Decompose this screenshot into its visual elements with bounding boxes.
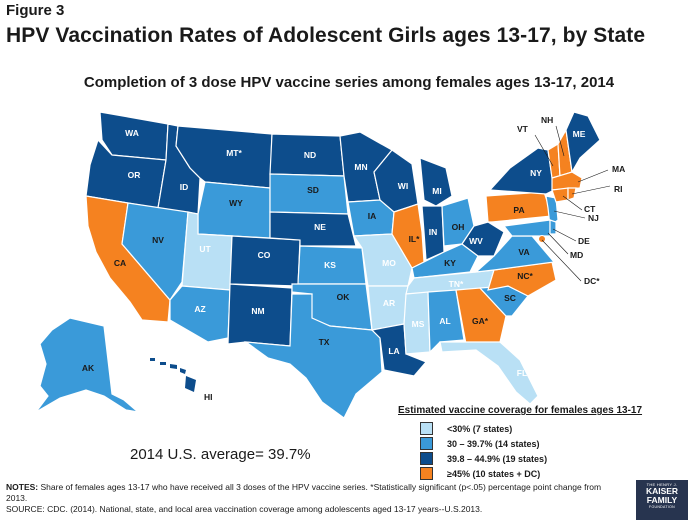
state-label-or: OR: [128, 170, 141, 180]
figure-label: Figure 3: [6, 2, 65, 19]
us-average: 2014 U.S. average= 39.7%: [130, 446, 311, 463]
state-label-tx: TX: [319, 337, 330, 347]
state-label-ny: NY: [530, 168, 542, 178]
legend-label: 39.8 – 44.9% (19 states): [447, 453, 548, 464]
state-wy: [197, 181, 271, 239]
state-label-nv: NV: [152, 235, 164, 245]
state-label-mn: MN: [354, 162, 367, 172]
legend-swatch: [420, 452, 433, 465]
callout-lines: [534, 125, 611, 282]
source-line: SOURCE: CDC. (2014). National, state, an…: [6, 504, 483, 514]
legend-label: <30% (7 states): [447, 423, 513, 434]
state-label-dc: DC*: [584, 276, 600, 286]
state-label-mt: MT*: [226, 148, 242, 158]
state-nv: [121, 202, 189, 301]
state-label-ct: CT: [584, 204, 596, 214]
state-label-mo: MO: [382, 258, 396, 268]
state-label-nm: NM: [251, 306, 264, 316]
state-label-nc: NC*: [517, 271, 533, 281]
state-label-pa: PA: [513, 205, 524, 215]
state-label-oh: OH: [452, 222, 465, 232]
state-mi: [419, 157, 453, 207]
state-label-wa: WA: [125, 128, 139, 138]
state-label-ca: CA: [114, 258, 126, 268]
state-label-md: MD: [570, 250, 583, 260]
state-label-il: IL*: [409, 234, 421, 244]
state-label-ms: MS: [412, 319, 425, 329]
state-me: [565, 111, 601, 174]
legend-swatch: [420, 467, 433, 480]
state-label-va: VA: [518, 247, 529, 257]
legend-item: 39.8 – 44.9% (19 states): [420, 452, 547, 465]
legend-label: ≥45% (10 states + DC): [447, 468, 541, 479]
state-label-sc: SC: [504, 293, 516, 303]
state-label-nd: ND: [304, 150, 316, 160]
state-fl: [439, 341, 539, 405]
state-label-wy: WY: [229, 198, 243, 208]
state-label-ga: GA*: [472, 316, 489, 326]
state-label-nh: NH: [541, 115, 553, 125]
state-al: [427, 289, 465, 354]
state-label-ks: KS: [324, 260, 336, 270]
state-label-ky: KY: [444, 258, 456, 268]
state-az: [169, 285, 231, 343]
state-de: [549, 219, 557, 235]
state-label-sd: SD: [307, 185, 319, 195]
state-label-vt: VT: [517, 124, 529, 134]
state-label-az: AZ: [194, 304, 205, 314]
state-label-in: IN: [429, 227, 438, 237]
legend-item: 30 – 39.7% (14 states): [420, 437, 540, 450]
state-label-la: LA: [388, 346, 399, 356]
state-hi: [150, 358, 196, 392]
state-label-ut: UT: [199, 244, 211, 254]
legend-swatch: [420, 422, 433, 435]
state-ny: [488, 147, 555, 195]
state-label-ne: NE: [314, 222, 326, 232]
state-label-id: ID: [180, 182, 189, 192]
state-ak: [35, 317, 141, 413]
notes-line: NOTES: Share of females ages 13-17 who h…: [6, 482, 602, 503]
state-ar: [367, 285, 409, 331]
state-label-co: CO: [258, 250, 271, 260]
kff-logo: THE HENRY J. KAISER FAMILY FOUNDATION: [636, 480, 688, 520]
state-label-ri: RI: [614, 184, 623, 194]
state-label-nj: NJ: [588, 213, 599, 223]
state-label-hi: HI: [204, 392, 213, 402]
map-subtitle: Completion of 3 dose HPV vaccine series …: [83, 74, 615, 91]
state-label-fl: FL: [517, 368, 527, 378]
state-label-wi: WI: [398, 181, 408, 191]
state-ga: [455, 287, 507, 345]
legend-item: ≥45% (10 states + DC): [420, 467, 540, 480]
state-co: [229, 235, 301, 287]
state-ms: [403, 291, 431, 355]
state-label-wv: WV: [469, 236, 483, 246]
legend-swatch: [420, 437, 433, 450]
footnotes: NOTES: Share of females ages 13-17 who h…: [6, 482, 606, 515]
page-title: HPV Vaccination Rates of Adolescent Girl…: [6, 24, 646, 47]
legend-item: <30% (7 states): [420, 422, 512, 435]
state-ma: [551, 171, 583, 191]
us-map: WA OR CA ID NV MT* WY UT AZ CO NM ND SD …: [35, 111, 625, 419]
state-label-mi: MI: [432, 186, 441, 196]
legend-label: 30 – 39.7% (14 states): [447, 438, 540, 449]
state-label-al: AL: [439, 316, 450, 326]
state-label-ma: MA: [612, 164, 625, 174]
state-label-ia: IA: [368, 211, 377, 221]
state-label-tn: TN*: [449, 279, 464, 289]
state-dc: [538, 235, 546, 243]
state-md: [502, 219, 551, 237]
state-label-de: DE: [578, 236, 590, 246]
state-label-ar: AR: [383, 298, 395, 308]
state-label-ok: OK: [337, 292, 351, 302]
state-label-ak: AK: [82, 363, 95, 373]
state-label-me: ME: [573, 129, 586, 139]
state-tx: [243, 293, 383, 419]
legend-title: Estimated vaccine coverage for females a…: [398, 405, 643, 416]
